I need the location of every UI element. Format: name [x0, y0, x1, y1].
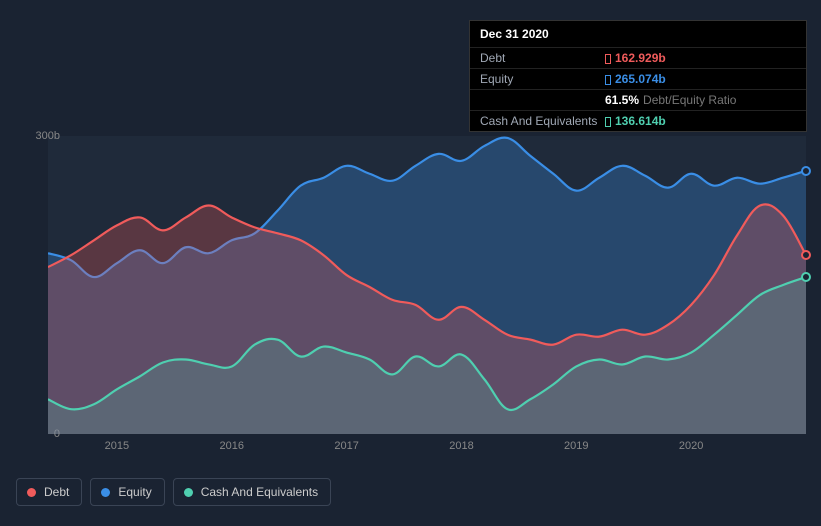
tooltip-row-label: Equity	[480, 72, 605, 86]
tooltip-row: Debt162.929b	[470, 48, 806, 69]
tooltip-row-value: 265.074b	[605, 72, 666, 86]
legend-item-equity[interactable]: Equity	[90, 478, 164, 506]
legend-item-cash-and-equivalents[interactable]: Cash And Equivalents	[173, 478, 331, 506]
tooltip-row: 61.5%Debt/Equity Ratio	[470, 90, 806, 111]
x-tick: 2020	[679, 440, 703, 452]
legend-label: Debt	[44, 485, 69, 499]
legend-label: Equity	[118, 485, 151, 499]
tooltip-row-label	[480, 93, 605, 107]
tooltip-row-value: 61.5%Debt/Equity Ratio	[605, 93, 736, 107]
end-marker-equity	[801, 166, 811, 176]
plot-area[interactable]: 300b ﻿0	[48, 136, 806, 434]
legend-dot-icon	[184, 488, 193, 497]
end-marker-debt	[801, 250, 811, 260]
debt-equity-chart: 300b ﻿0	[16, 120, 806, 440]
tooltip-date: Dec 31 2020	[470, 21, 806, 48]
tooltip-row-value: 136.614b	[605, 114, 666, 128]
x-tick: 2015	[105, 440, 129, 452]
legend-label: Cash And Equivalents	[201, 485, 318, 499]
x-tick: 2018	[449, 440, 473, 452]
tooltip-row-label: Debt	[480, 51, 605, 65]
legend-item-debt[interactable]: Debt	[16, 478, 82, 506]
legend-dot-icon	[101, 488, 110, 497]
legend-dot-icon	[27, 488, 36, 497]
tooltip-row: Cash And Equivalents136.614b	[470, 111, 806, 131]
end-marker-cash-and-equivalents	[801, 272, 811, 282]
x-tick: 2017	[334, 440, 358, 452]
x-tick: 2016	[220, 440, 244, 452]
chart-tooltip: Dec 31 2020 Debt162.929bEquity265.074b61…	[469, 20, 807, 132]
tooltip-row-label: Cash And Equivalents	[480, 114, 605, 128]
tooltip-row: Equity265.074b	[470, 69, 806, 90]
x-axis: 2015 2016 2017 2018 2019 2020	[48, 440, 806, 460]
chart-legend: Debt Equity Cash And Equivalents	[16, 478, 331, 506]
x-tick: 2019	[564, 440, 588, 452]
tooltip-row-value: 162.929b	[605, 51, 666, 65]
